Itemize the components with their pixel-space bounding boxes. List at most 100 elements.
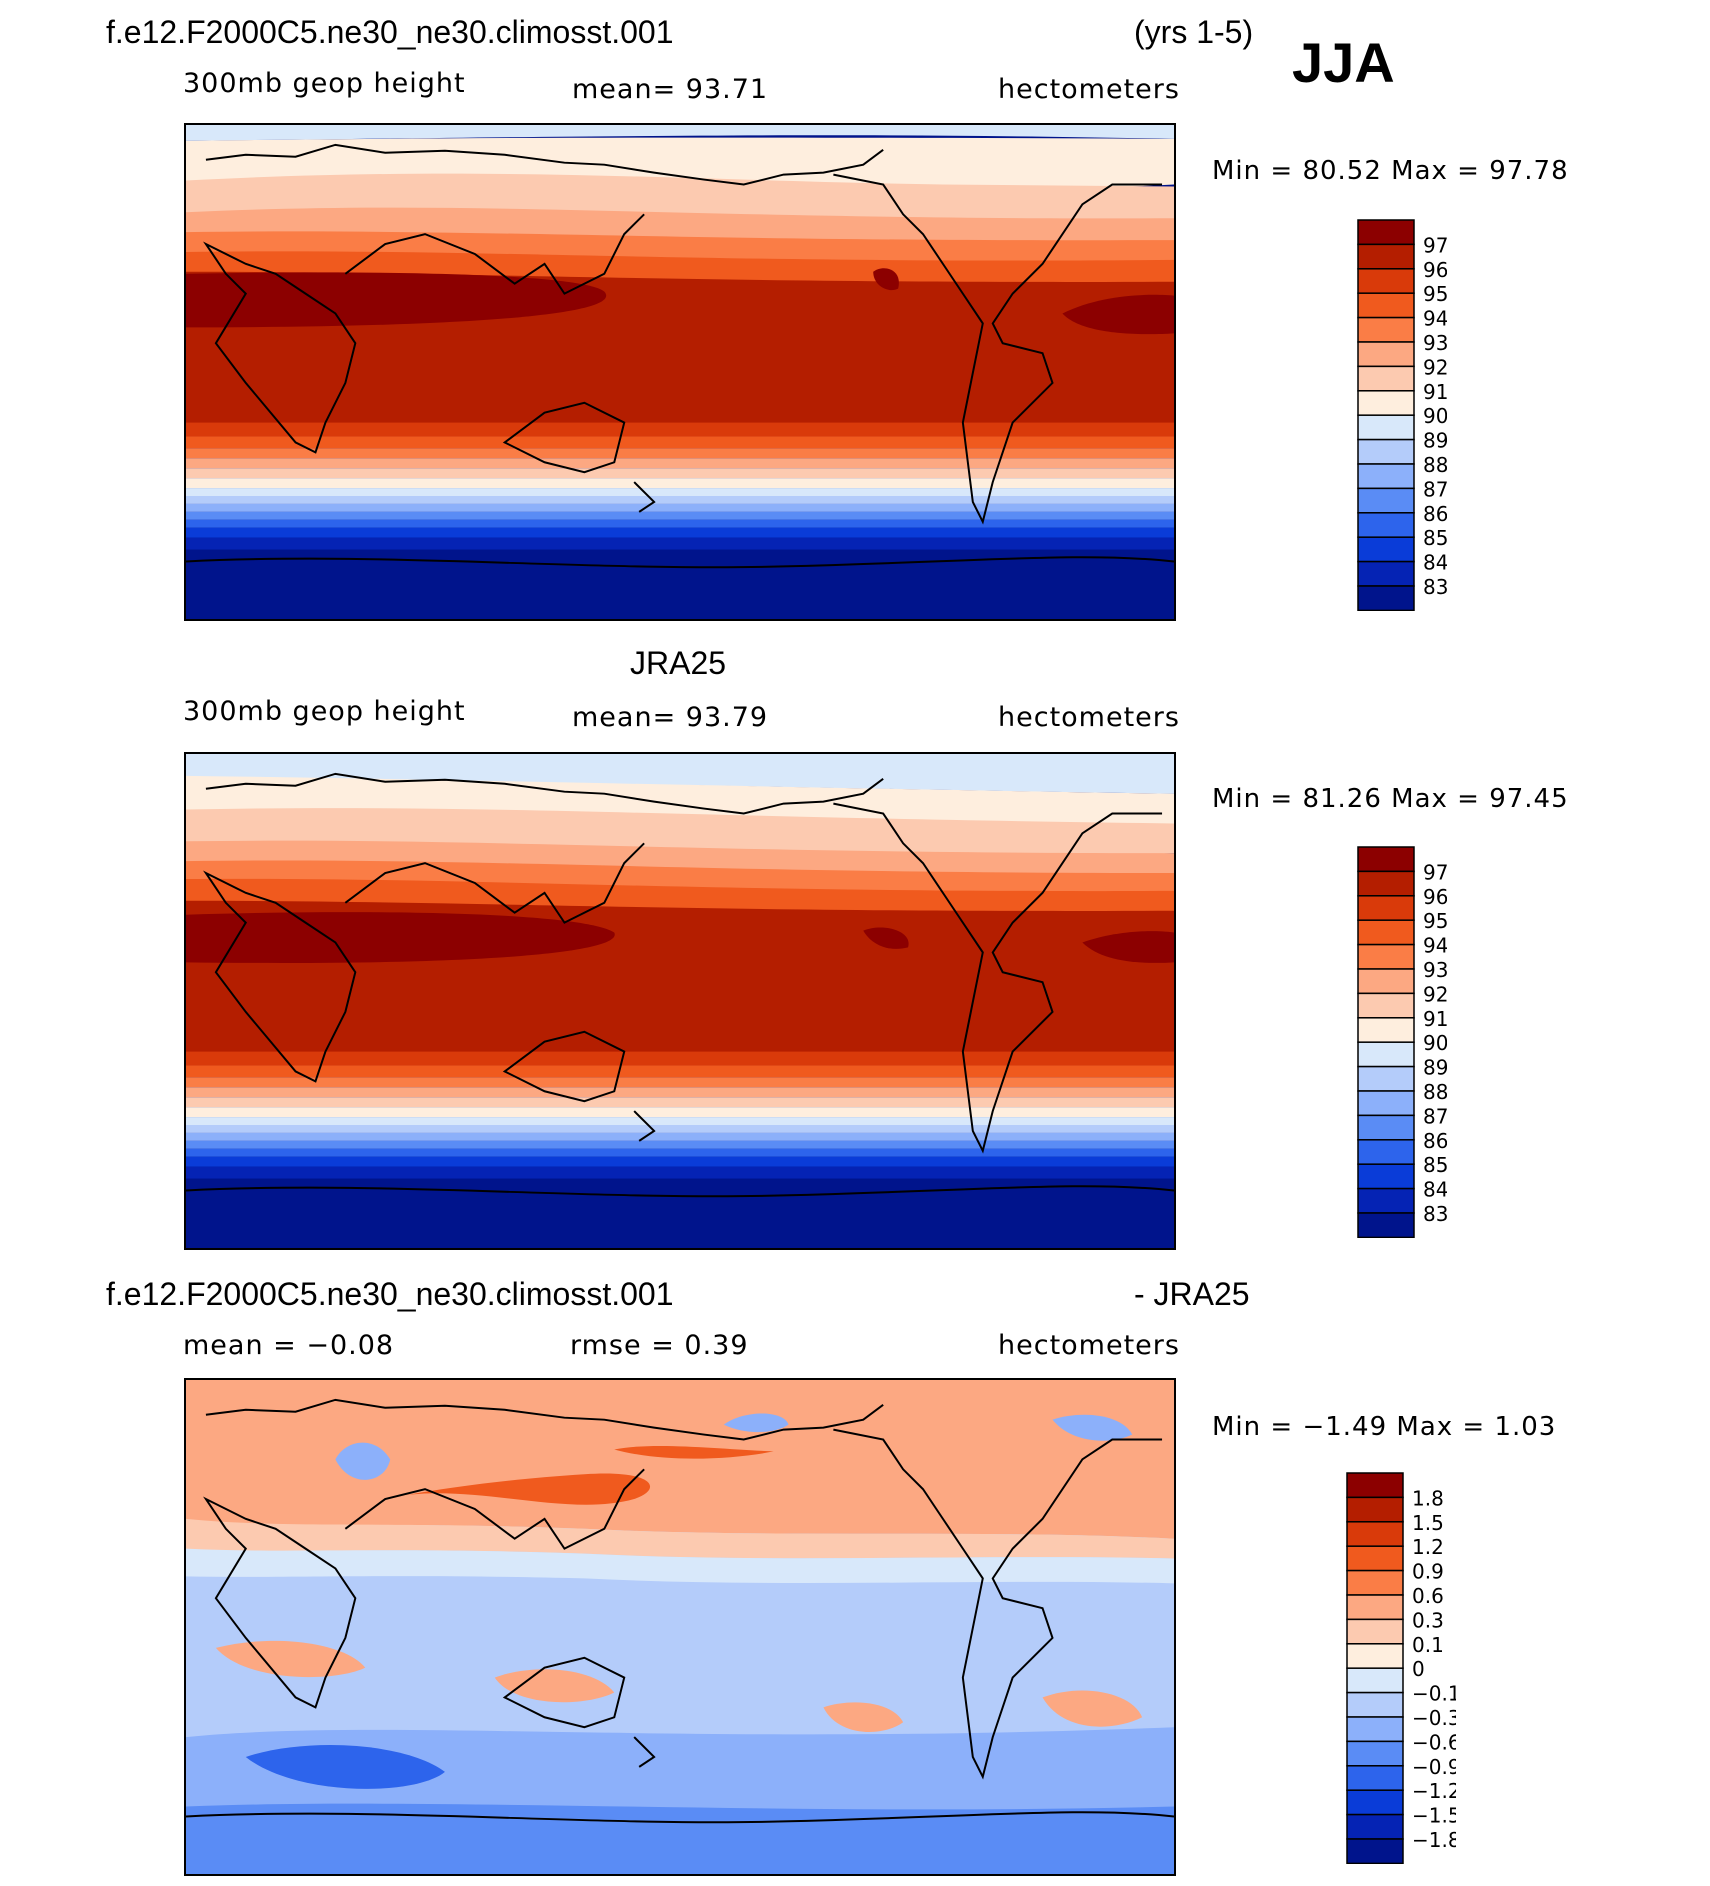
- colorbar-box: [1346, 1765, 1404, 1791]
- band-s12: [186, 1156, 1174, 1167]
- coast-eurasia-north: [205, 772, 884, 815]
- colorbar-box: [1357, 365, 1415, 392]
- coastlines: [186, 772, 1174, 1198]
- diff-transition-2: [186, 1548, 1174, 1584]
- coast-new-zealand: [633, 1736, 656, 1768]
- season-label: JJA: [1292, 31, 1395, 94]
- core-atlantic: [1082, 931, 1174, 963]
- panel1-title-case: f.e12.F2000C5.ne30_ne30.climosst.001: [106, 14, 674, 50]
- coast-eurasia-north: [205, 1398, 884, 1441]
- coast-asia-south: [344, 1468, 645, 1550]
- panel2-map-svg: [186, 754, 1174, 1248]
- diff-pacific-max: [614, 1445, 774, 1459]
- colorbar-tick-label: 0: [1412, 1657, 1425, 1681]
- coast-antarctica: [186, 556, 1174, 569]
- panel1-map-svg: [186, 125, 1174, 619]
- diff-transition: [186, 1518, 1174, 1559]
- band-s4: [186, 458, 1174, 469]
- band-s5: [186, 1097, 1174, 1108]
- panel3-map: [184, 1378, 1176, 1876]
- colorbar-box: [1357, 968, 1415, 995]
- colorbar-box: [1357, 1163, 1415, 1190]
- band-s3: [186, 448, 1174, 459]
- colorbar-box: [1357, 390, 1415, 416]
- coast-new-zealand: [633, 1110, 656, 1142]
- panel1-map: [184, 123, 1176, 621]
- coast-asia-south: [344, 842, 645, 924]
- colorbar-box: [1357, 870, 1415, 897]
- coastlines: [186, 143, 1174, 569]
- band-polar-light: [186, 125, 1174, 141]
- colorbar-tick-label: 1.5: [1412, 1511, 1444, 1535]
- band-s2: [186, 436, 1174, 449]
- colorbar-tick-label: −1.2: [1412, 1779, 1456, 1803]
- colorbar-tick-label: 86: [1423, 1129, 1447, 1153]
- band-s6: [186, 478, 1174, 489]
- colorbar-box: [1357, 1090, 1415, 1117]
- panel2-title: JRA25: [630, 645, 727, 681]
- band-s13: [186, 537, 1174, 550]
- colorbar-tick-label: 97: [1423, 233, 1447, 257]
- panel3-title-case: f.e12.F2000C5.ne30_ne30.climosst.001: [106, 1276, 674, 1312]
- coastlines: [186, 1398, 1174, 1824]
- colorbar-tick-label: −0.3: [1412, 1706, 1456, 1730]
- panel2-colorbar: 97 96 95 94 93 92 91 90 89 88 87 86 85 84 83: [1357, 846, 1447, 1238]
- coast-australia: [502, 1656, 626, 1729]
- colorbar-tick-label: 89: [1423, 429, 1447, 453]
- colorbar-box: [1357, 536, 1415, 563]
- band-s7: [186, 1117, 1174, 1125]
- band-s4: [186, 1087, 1174, 1098]
- colorbar-tick-label: 94: [1423, 934, 1447, 958]
- panel1-minmax: Min = 80.52 Max = 97.78: [1212, 156, 1569, 186]
- colorbar-tick-label: −0.6: [1412, 1730, 1456, 1754]
- coast-americas: [833, 802, 1163, 1154]
- colorbar-box: [1346, 1789, 1404, 1816]
- colorbar-box: [1346, 1594, 1404, 1621]
- colorbar-box: [1357, 919, 1415, 946]
- band-s2: [186, 1065, 1174, 1078]
- core-mexico: [873, 268, 899, 291]
- colorbar-box: [1357, 316, 1415, 343]
- colorbar-box: [1346, 1716, 1404, 1743]
- coast-australia: [502, 1030, 626, 1103]
- core-atlantic: [1062, 294, 1174, 335]
- colorbar-box: [1346, 1838, 1404, 1864]
- colorbar-box: [1346, 1643, 1404, 1669]
- colorbar-tick-label: 86: [1423, 502, 1447, 526]
- panel3-mean: mean = −0.08: [183, 1330, 395, 1361]
- panel3-colorbar: 1.8 1.5 1.2 0.9 0.6 0.3 0.1 0 −0.1 −0.3 −0.6 −0.9 −1…: [1346, 1472, 1456, 1864]
- colorbar-tick-label: 92: [1423, 355, 1447, 379]
- colorbar-box: [1346, 1667, 1404, 1694]
- panel1-variable: 300mb geop height: [183, 68, 466, 99]
- panel3-minmax: Min = −1.49 Max = 1.03: [1212, 1412, 1557, 1442]
- coast-africa: [203, 870, 357, 1083]
- diff-europe-neg: [335, 1442, 391, 1480]
- panel1-units: hectometers: [998, 74, 1180, 105]
- colorbar-box: [1357, 1187, 1415, 1214]
- colorbar-tick-label: 0.1: [1412, 1633, 1444, 1657]
- colorbar-tick-label: 97: [1423, 860, 1447, 884]
- colorbar-box: [1357, 846, 1415, 873]
- coast-antarctica: [186, 1811, 1174, 1824]
- coast-antarctica: [186, 1185, 1174, 1198]
- colorbar-tick-label: 87: [1423, 1104, 1447, 1128]
- colorbar-tick-label: 96: [1423, 258, 1447, 282]
- colorbar-box: [1357, 1041, 1415, 1068]
- diff-southern-min1: [245, 1745, 445, 1789]
- colorbar-tick-label: 0.3: [1412, 1608, 1444, 1632]
- colorbar-tick-label: 93: [1423, 958, 1447, 982]
- colorbar-box: [1346, 1618, 1404, 1645]
- band-s5: [186, 468, 1174, 479]
- colorbar-tick-label: −1.5: [1412, 1804, 1456, 1828]
- panel2-units: hectometers: [998, 702, 1180, 733]
- colorbar-box: [1357, 414, 1415, 441]
- panel3-units: hectometers: [998, 1330, 1180, 1361]
- band-s12: [186, 527, 1174, 538]
- band-s10: [186, 511, 1174, 520]
- colorbar-box: [1346, 1472, 1404, 1499]
- panel2-mean: mean= 93.79: [572, 702, 769, 733]
- colorbar-box: [1357, 341, 1415, 368]
- band-s3: [186, 1077, 1174, 1088]
- panel1-colorbar: 97 96 95 94 93 92 91 90 89 88 87 86 85 84 83: [1357, 219, 1447, 611]
- panel3-title-ref: - JRA25: [1134, 1276, 1250, 1312]
